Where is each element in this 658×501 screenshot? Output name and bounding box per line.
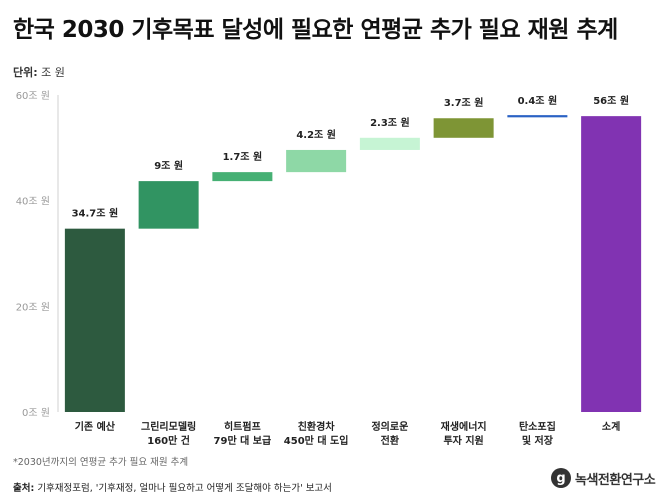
logo: g 녹색전환연구소 <box>551 468 656 488</box>
x-tick-label: 전환 <box>381 434 400 447</box>
x-tick-label: 450만 대 도입 <box>284 434 349 447</box>
data-label: 1.7조 원 <box>223 150 263 163</box>
source-line: 출처: 기후재정포럼, '기후재정, 얼마나 필요하고 어떻게 조달해야 하는가… <box>13 480 332 494</box>
bar <box>64 228 125 412</box>
x-tick-label: 정의로운 <box>371 420 408 433</box>
data-label: 9조 원 <box>154 159 183 172</box>
bar <box>212 172 273 182</box>
x-tick-label: 그린리모델링 <box>141 420 196 433</box>
x-tick-label: 160만 건 <box>147 434 190 447</box>
unit-value: 조 원 <box>41 66 65 79</box>
waterfall-chart: 0조 원 20조 원 40조 원 60조 원 34.7조 원기존 예산 9조 원그린리모델… <box>16 90 642 447</box>
bar <box>507 115 568 118</box>
data-label: 0.4조 원 <box>518 94 558 107</box>
y-tick-label: 20조 원 <box>16 301 50 313</box>
chart-title: 한국 2030 기후목표 달성에 필요한 연평균 추가 필요 재원 추계 <box>13 17 618 43</box>
source-label: 출처: <box>13 483 35 494</box>
data-label: 34.7조 원 <box>72 207 119 220</box>
x-tick-label: 및 저장 <box>522 434 554 447</box>
bar <box>581 116 642 412</box>
y-tick-label: 40조 원 <box>16 196 50 208</box>
y-tick-label: 0조 원 <box>22 407 50 419</box>
x-tick-label: 투자 지원 <box>443 434 483 447</box>
bar <box>433 118 494 138</box>
source-text: 기후재정포럼, '기후재정, 얼마나 필요하고 어떻게 조달해야 하는가' 보고… <box>37 483 332 494</box>
data-label: 2.3조 원 <box>370 116 410 129</box>
x-tick-label: 탄소포집 <box>519 420 556 433</box>
data-label: 56조 원 <box>593 94 629 107</box>
data-label: 3.7조 원 <box>444 96 484 109</box>
x-tick-label: 79만 대 보급 <box>214 434 272 447</box>
footnote: *2030년까지의 연평균 추가 필요 재원 추계 <box>13 457 189 468</box>
logo-icon: g <box>551 468 571 488</box>
bar <box>359 137 420 150</box>
unit-label: 단위: 조 원 <box>13 64 65 80</box>
bar <box>286 149 347 173</box>
x-tick-label: 기존 예산 <box>75 420 116 433</box>
x-tick-label: 소계 <box>602 420 620 433</box>
x-tick-label: 친환경차 <box>298 420 336 433</box>
data-label: 4.2조 원 <box>296 128 336 141</box>
x-tick-label: 재생에너지 <box>441 420 487 433</box>
y-tick-label: 60조 원 <box>16 90 50 102</box>
logo-text: 녹색전환연구소 <box>575 472 656 488</box>
x-tick-label: 히트펌프 <box>224 420 261 433</box>
bar <box>138 181 199 229</box>
unit-key: 단위: <box>13 66 38 79</box>
